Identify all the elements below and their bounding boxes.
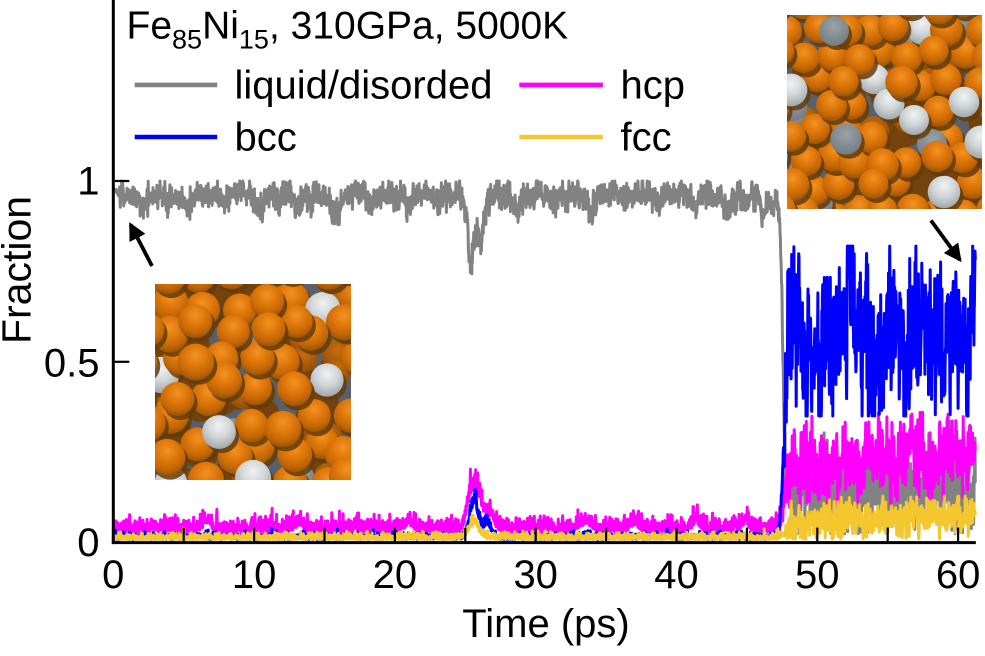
svg-text:liquid/disorded: liquid/disorded [235, 63, 493, 107]
svg-text:Fraction: Fraction [0, 196, 40, 344]
svg-text:30: 30 [513, 553, 558, 597]
svg-text:1: 1 [77, 160, 99, 204]
svg-text:Fe85Ni15, 310GPa, 5000K: Fe85Ni15, 310GPa, 5000K [127, 5, 569, 55]
svg-text:0: 0 [102, 553, 124, 597]
svg-text:40: 40 [654, 553, 699, 597]
svg-text:60: 60 [936, 553, 981, 597]
svg-text:10: 10 [232, 553, 277, 597]
svg-text:0: 0 [77, 521, 99, 565]
svg-text:50: 50 [795, 553, 840, 597]
svg-text:fcc: fcc [621, 115, 672, 159]
svg-text:20: 20 [373, 553, 418, 597]
svg-text:0.5: 0.5 [44, 341, 100, 385]
svg-text:Time (ps): Time (ps) [462, 602, 629, 646]
svg-text:bcc: bcc [235, 115, 297, 159]
svg-text:hcp: hcp [621, 63, 686, 107]
